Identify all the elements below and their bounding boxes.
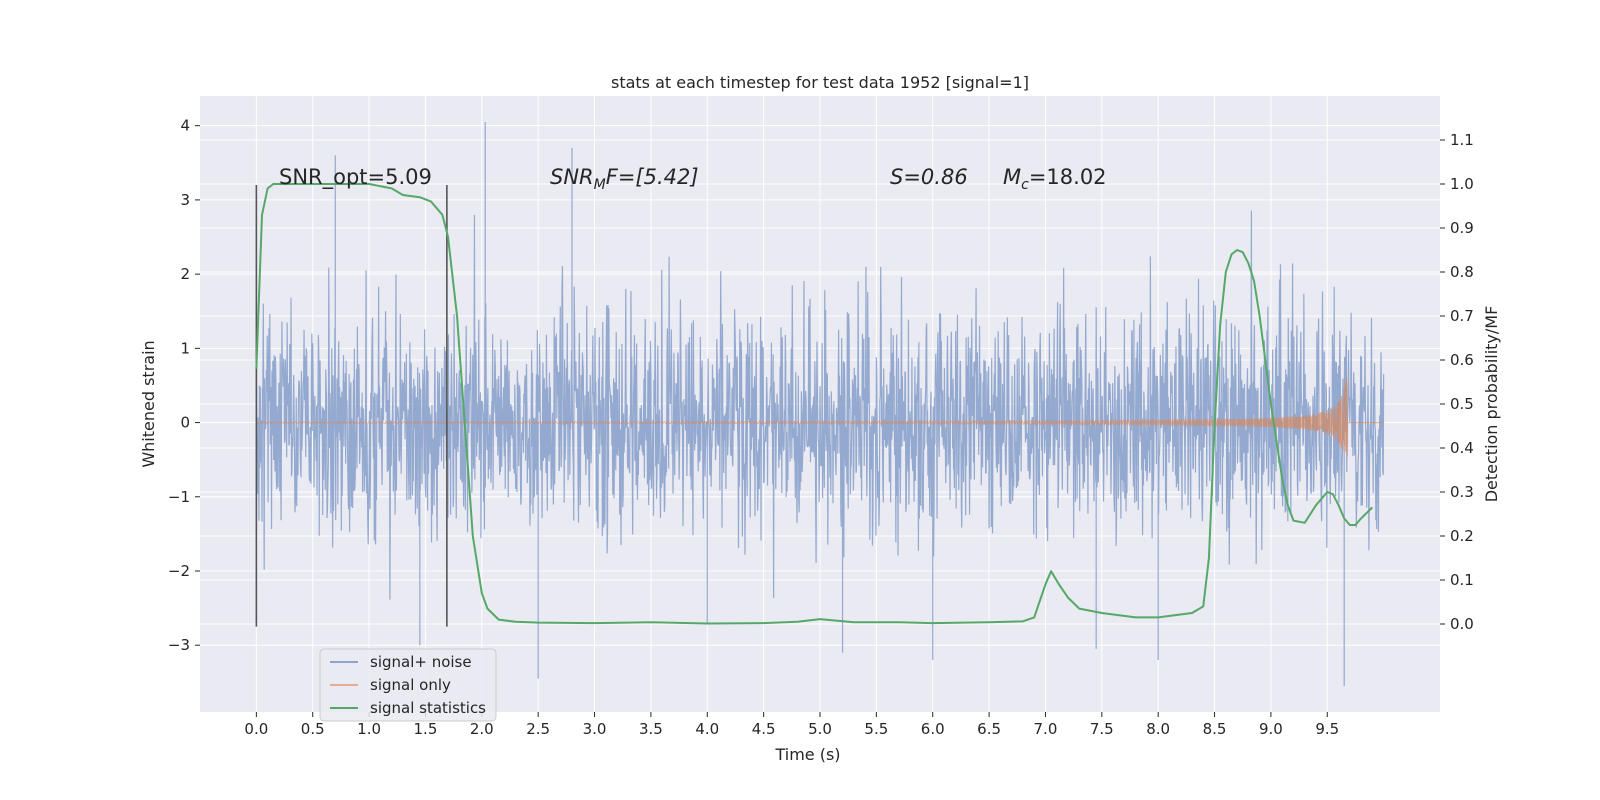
x-tick-label: 4.5: [752, 720, 776, 738]
x-tick-label: 5.0: [808, 720, 832, 738]
y-tick-label: 2: [180, 265, 190, 283]
annotation-mc-rest: =18.02: [1029, 165, 1107, 189]
x-tick-label: 5.5: [864, 720, 888, 738]
y-right-tick-label: 0.8: [1450, 263, 1474, 281]
y-right-tick-label: 0.7: [1450, 307, 1474, 325]
legend-box: [319, 648, 497, 722]
legend: signal+ noise signal only signal statist…: [319, 648, 497, 722]
annotation-s: S=0.86: [890, 165, 968, 189]
signal-only-line: [256, 377, 1384, 457]
y-right-tick-label: 0.6: [1450, 351, 1474, 369]
y-right-axis-label: Detection probability/MF: [1482, 306, 1501, 503]
x-tick-label: 7.0: [1034, 720, 1058, 738]
x-tick-label: 3.0: [583, 720, 607, 738]
y-right-tick-label: 0.1: [1450, 571, 1474, 589]
y-tick-label: −2: [168, 562, 190, 580]
legend-label-signal-plus-noise: signal+ noise: [370, 653, 472, 671]
annotation-snr-opt: SNR_opt=5.09: [279, 165, 432, 190]
annotation-snr-mf-sub: M: [594, 177, 606, 193]
y-right-axis-ticks: 0.0 0.1 0.2 0.3 0.4 0.5 0.6 0.7 0.8 0.9 1.0 1.1: [1440, 131, 1474, 633]
x-tick-label: 3.5: [639, 720, 663, 738]
x-tick-label: 0.0: [244, 720, 268, 738]
x-tick-label: 7.5: [1090, 720, 1114, 738]
x-tick-label: 0.5: [301, 720, 325, 738]
y-right-tick-label: 0.9: [1450, 219, 1474, 237]
x-tick-label: 9.0: [1259, 720, 1283, 738]
annotation-mc-sub: c: [1021, 177, 1029, 193]
y-tick-label: −3: [168, 636, 190, 654]
x-tick-label: 9.5: [1315, 720, 1339, 738]
legend-label-signal-statistics: signal statistics: [370, 699, 486, 717]
legend-label-signal-only: signal only: [370, 676, 451, 694]
signal-statistics-line: [255, 183, 1374, 625]
signal-plus-noise-line: [255, 121, 1385, 687]
series-signal-only: [256, 377, 1384, 457]
annotation-mc: Mc=18.02: [1003, 165, 1107, 193]
x-tick-label: 6.0: [921, 720, 945, 738]
y-right-tick-label: 1.0: [1450, 175, 1474, 193]
x-axis-ticks: 0.0 0.5 1.0 1.5 2.0 2.5 3.0 3.5 4.0 4.5 5.0 5.5 6.0 6…: [244, 712, 1339, 738]
y-right-tick-label: 0.3: [1450, 483, 1474, 501]
window-markers: [255, 185, 448, 627]
y-right-tick-label: 0.0: [1450, 615, 1474, 633]
annotation-snr-mf: SNRMF=[5.42]: [550, 165, 699, 193]
y-right-tick-label: 0.2: [1450, 527, 1474, 545]
y-tick-label: 0: [180, 414, 190, 432]
x-tick-label: 1.0: [357, 720, 381, 738]
annotation-snr-mf-base: SNR: [550, 165, 594, 189]
y-tick-label: 3: [180, 191, 190, 209]
y-right-tick-label: 0.5: [1450, 395, 1474, 413]
x-tick-label: 2.5: [526, 720, 550, 738]
y-tick-label: −1: [168, 488, 190, 506]
x-tick-label: 8.5: [1203, 720, 1227, 738]
x-tick-label: 1.5: [414, 720, 438, 738]
x-tick-label: 6.5: [977, 720, 1001, 738]
chart-title: stats at each timestep for test data 195…: [611, 73, 1029, 92]
series-signal-plus-noise: [255, 121, 1385, 687]
x-tick-label: 4.0: [695, 720, 719, 738]
y-right-tick-label: 1.1: [1450, 131, 1474, 149]
x-tick-label: 2.0: [470, 720, 494, 738]
x-tick-label: 8.0: [1146, 720, 1170, 738]
annotation-mc-base: M: [1003, 165, 1021, 189]
y-right-tick-label: 0.4: [1450, 439, 1474, 457]
series-signal-statistics: [255, 183, 1374, 625]
y-axis-ticks: −3 −2 −1 0 1 2 3 4: [168, 117, 200, 654]
y-tick-label: 1: [180, 339, 190, 357]
y-tick-label: 4: [180, 117, 190, 135]
annotation-snr-mf-rest: F=[5.42]: [606, 165, 699, 189]
x-axis-label: Time (s): [774, 745, 840, 764]
y-axis-label: Whitened strain: [139, 340, 158, 467]
